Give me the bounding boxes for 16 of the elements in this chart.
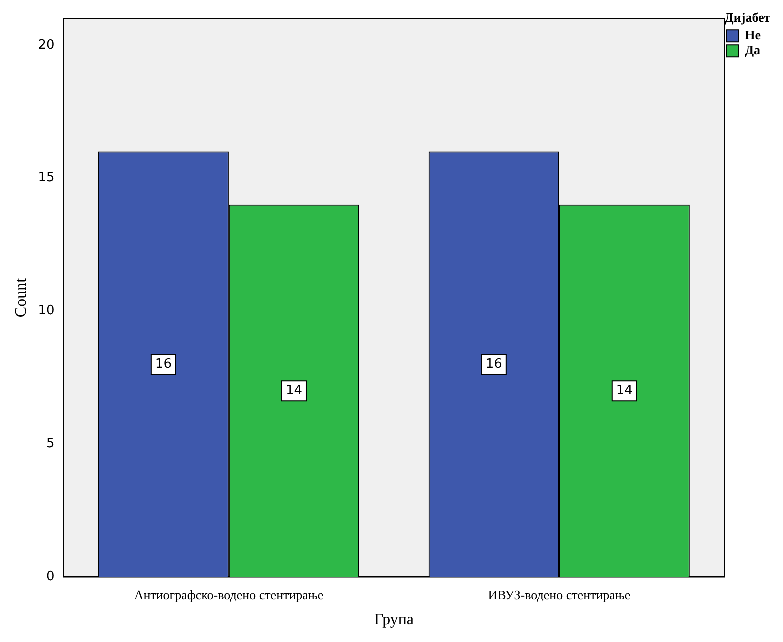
legend-label: Не xyxy=(745,27,762,42)
data-label: 14 xyxy=(286,383,302,398)
y-tick-label: 20 xyxy=(38,38,55,53)
data-label: 16 xyxy=(486,356,502,372)
data-label: 14 xyxy=(616,383,633,398)
legend-label: Да xyxy=(745,42,762,58)
y-tick-label: 0 xyxy=(46,570,55,585)
data-label: 16 xyxy=(155,356,172,372)
x-tick-label: ИВУЗ-водено стентирање xyxy=(488,587,631,602)
legend-title: Дијабет xyxy=(724,10,772,25)
y-tick-label: 10 xyxy=(38,304,55,319)
y-axis-title: Count xyxy=(12,278,30,318)
x-axis-title: Група xyxy=(374,612,414,629)
x-tick-label: Антиографско-водено стентирање xyxy=(134,587,324,602)
y-tick-label: 15 xyxy=(38,170,55,186)
y-tick-label: 5 xyxy=(46,436,55,452)
